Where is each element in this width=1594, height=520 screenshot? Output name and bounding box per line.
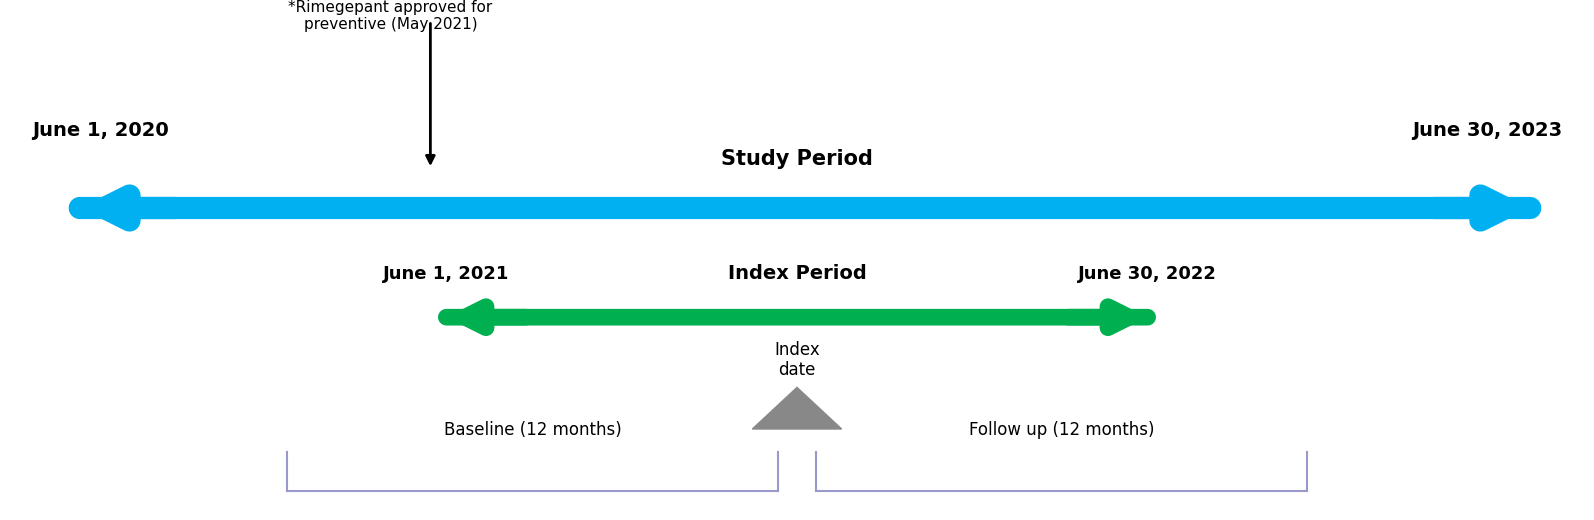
Text: June 30, 2022: June 30, 2022: [1078, 265, 1218, 283]
Text: *Rimegepant approved for
preventive (May 2021): *Rimegepant approved for preventive (May…: [289, 0, 493, 32]
Text: Study Period: Study Period: [720, 149, 874, 169]
Text: June 1, 2020: June 1, 2020: [32, 121, 169, 140]
Text: June 30, 2023: June 30, 2023: [1412, 121, 1562, 140]
Text: Index
date: Index date: [775, 341, 819, 380]
Text: Follow up (12 months): Follow up (12 months): [969, 421, 1154, 439]
Text: Baseline (12 months): Baseline (12 months): [443, 421, 622, 439]
Polygon shape: [752, 387, 842, 429]
Text: Index Period: Index Period: [727, 264, 867, 283]
Text: June 1, 2021: June 1, 2021: [383, 265, 510, 283]
